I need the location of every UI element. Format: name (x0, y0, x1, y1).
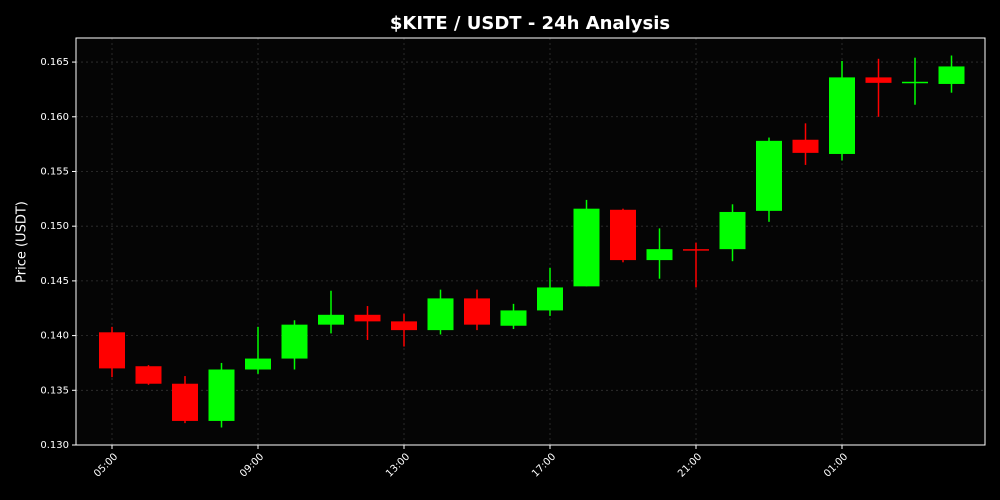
candle-body (792, 139, 819, 153)
candle-body (902, 81, 928, 84)
y-tick-label: 0.160 (40, 112, 69, 123)
candle-body (427, 298, 454, 331)
y-tick-label: 0.150 (40, 221, 69, 232)
candle-body (683, 249, 709, 251)
candle-body (646, 249, 673, 261)
candle-body (245, 358, 271, 370)
candle-body (537, 287, 563, 311)
y-axis-label: Price (USDT) (15, 201, 30, 283)
candle-body (318, 314, 344, 325)
candle-body (172, 383, 198, 421)
y-tick-label: 0.140 (40, 331, 69, 342)
candle-body (391, 321, 417, 331)
candle-body (500, 310, 527, 326)
candle-body (610, 209, 636, 261)
y-tick-label: 0.130 (40, 440, 69, 451)
candle-body (938, 66, 965, 84)
candle-body (464, 298, 490, 325)
candle-body (281, 324, 308, 359)
candle-body (208, 369, 235, 421)
candle-body (719, 211, 746, 250)
y-tick-label: 0.165 (40, 57, 69, 68)
candle-body (573, 208, 600, 287)
axes-frame (75, 37, 986, 446)
candle-body (99, 332, 125, 369)
candle-body (354, 314, 381, 322)
candle-body (865, 77, 892, 83)
candle-body (135, 366, 162, 384)
y-tick-label: 0.155 (40, 166, 69, 177)
candle-body (829, 77, 855, 154)
chart-title: $KITE / USDT - 24h Analysis (390, 13, 670, 34)
y-tick-label: 0.135 (40, 385, 69, 396)
y-tick-label: 0.145 (40, 276, 69, 287)
candle-body (756, 140, 782, 211)
